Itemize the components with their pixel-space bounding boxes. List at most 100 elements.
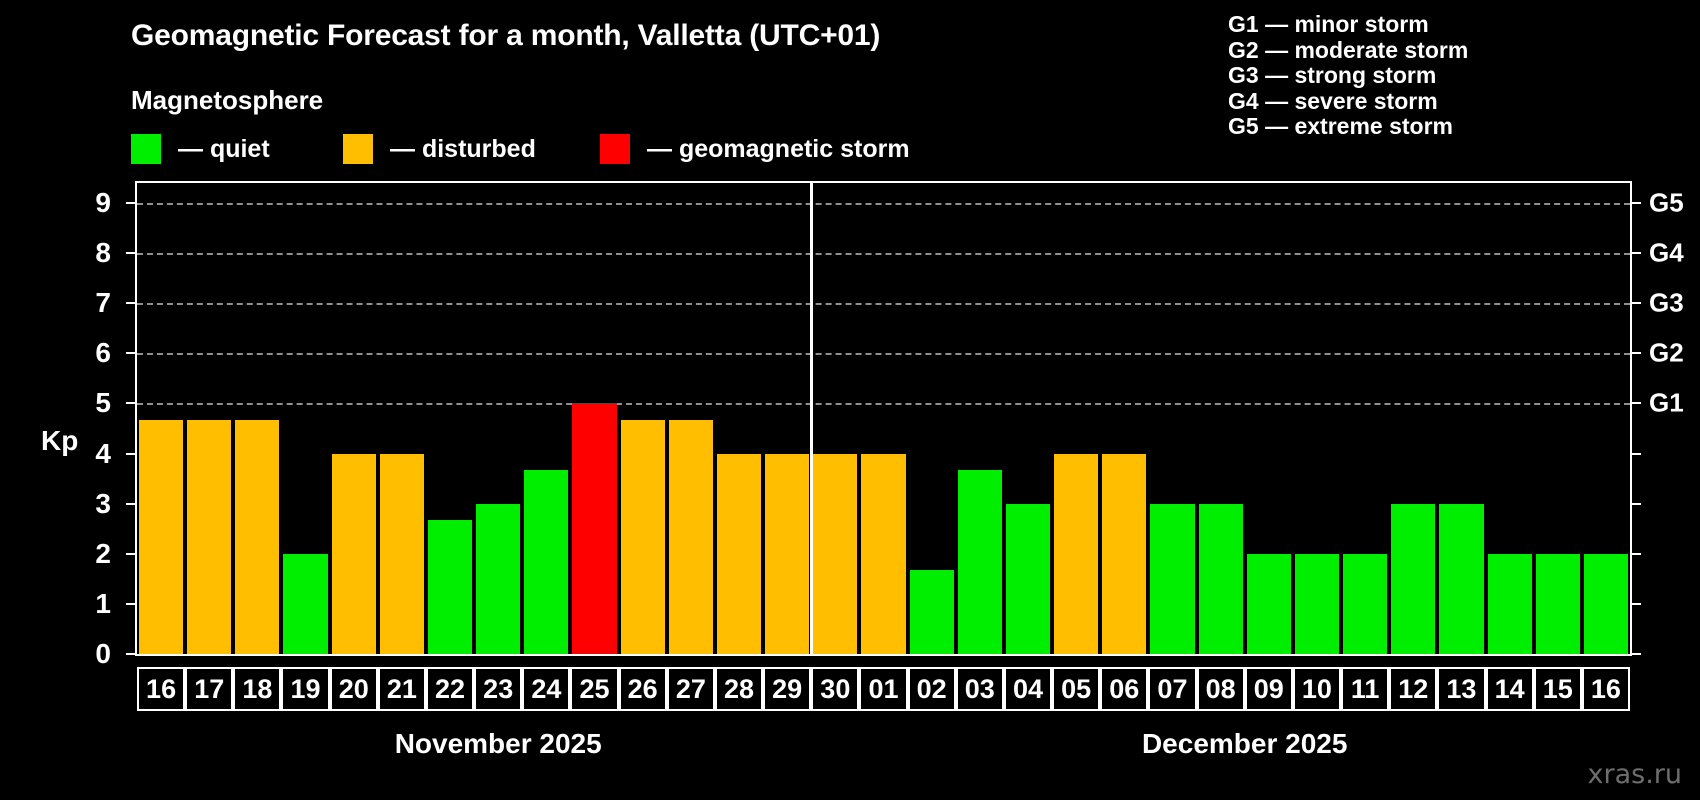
date-cell-december-14: 14: [1485, 667, 1534, 711]
y-tick-label-0: 0: [95, 638, 111, 669]
legend-label-quiet: — quiet: [178, 134, 270, 163]
page-title: Geomagnetic Forecast for a month, Vallet…: [131, 19, 881, 52]
bar-28-disturbed: [716, 453, 762, 654]
date-cell-november-24: 24: [522, 667, 571, 711]
gridline-kp-7: [137, 303, 1630, 306]
date-cell-november-30: 30: [811, 667, 860, 711]
y-tick-mark-7: [126, 302, 135, 305]
date-cell-december-08: 08: [1196, 667, 1245, 711]
bar-27-disturbed: [668, 420, 713, 654]
bar-01-disturbed: [861, 453, 906, 654]
bar-20-disturbed: [331, 453, 376, 654]
g-scale-line-3: G3 — strong storm: [1228, 62, 1437, 88]
right-tick-mark-3: [1632, 502, 1641, 505]
g-scale-legend: G1 — minor storm G2 — moderate storm G3 — …: [1228, 11, 1468, 140]
y-tick-mark-8: [126, 252, 135, 255]
y-tick-label-9: 9: [95, 187, 111, 219]
date-cell-november-28: 28: [714, 667, 764, 711]
month-divider-line: [810, 183, 814, 654]
date-cell-december-15: 15: [1533, 667, 1582, 711]
right-tick-mark-2: [1632, 552, 1641, 555]
bar-17-disturbed: [187, 420, 232, 654]
date-cell-december-16: 16: [1581, 667, 1630, 711]
bar-25-storm: [572, 403, 617, 654]
date-cell-november-27: 27: [666, 667, 715, 711]
right-tick-mark-1: [1632, 602, 1641, 605]
y-tick-label-1: 1: [95, 587, 111, 619]
right-tick-mark-9: [1632, 202, 1641, 205]
legend-item-quiet: — quiet: [131, 134, 270, 164]
date-cell-december-13: 13: [1437, 667, 1486, 711]
right-tick-mark-5: [1632, 402, 1641, 405]
right-tick-mark-6: [1632, 352, 1641, 355]
y-tick-mark-4: [126, 452, 135, 455]
legend-item-storm: — geomagnetic storm: [600, 134, 910, 164]
bar-18-disturbed: [235, 420, 280, 654]
date-cell-december-01: 01: [859, 667, 908, 711]
bar-03-quiet: [957, 470, 1002, 654]
y-tick-label-6: 6: [95, 337, 111, 369]
bar-02-quiet: [909, 570, 954, 654]
y-tick-label-3: 3: [95, 487, 111, 519]
date-cell-november-22: 22: [425, 667, 475, 711]
y-tick-label-2: 2: [95, 537, 111, 569]
y-tick-mark-2: [126, 552, 135, 555]
legend-item-disturbed: — disturbed: [343, 134, 536, 164]
right-tick-label-G3: G3: [1649, 287, 1684, 318]
watermark: xras.ru: [1587, 759, 1683, 790]
legend-swatch-quiet-icon: [131, 134, 161, 164]
month-caption-november: November 2025: [394, 728, 602, 759]
gridline-kp-5: [137, 403, 1630, 406]
date-cell-november-21: 21: [377, 667, 426, 711]
right-tick-mark-4: [1632, 452, 1641, 455]
y-tick-mark-5: [126, 402, 135, 405]
date-cell-december-07: 07: [1148, 667, 1197, 711]
plot-inner: [137, 183, 1630, 654]
date-cell-december-02: 02: [907, 667, 956, 711]
bar-29-disturbed: [765, 453, 810, 654]
date-cell-november-16: 16: [137, 667, 186, 711]
y-tick-mark-1: [126, 602, 135, 605]
date-cell-november-17: 17: [185, 667, 234, 711]
gridline-kp-8: [137, 253, 1630, 256]
legend-label-storm: — geomagnetic storm: [647, 134, 910, 163]
bar-30-disturbed: [813, 453, 858, 654]
y-tick-mark-9: [126, 202, 135, 205]
right-tick-label-G1: G1: [1649, 387, 1684, 418]
g-scale-line-1: G1 — minor storm: [1228, 11, 1429, 37]
date-cell-november-26: 26: [618, 667, 667, 711]
legend-swatch-storm-icon: [600, 134, 630, 164]
date-cell-november-19: 19: [281, 667, 330, 711]
right-tick-mark-8: [1632, 252, 1641, 255]
right-tick-label-G5: G5: [1649, 187, 1684, 218]
y-tick-label-7: 7: [95, 287, 111, 319]
bar-04-quiet: [1005, 503, 1051, 654]
legend-heading: Magnetosphere: [131, 85, 324, 115]
y-tick-label-4: 4: [95, 437, 111, 469]
g-scale-line-5: G5 — extreme storm: [1228, 113, 1453, 139]
date-cell-november-29: 29: [763, 667, 812, 711]
right-tick-mark-0: [1632, 653, 1641, 655]
bar-23-quiet: [476, 503, 521, 654]
bar-22-quiet: [427, 520, 473, 654]
bar-06-disturbed: [1102, 453, 1147, 654]
y-tick-mark-6: [126, 352, 135, 355]
bar-26-disturbed: [620, 420, 665, 654]
y-tick-label-8: 8: [95, 237, 111, 269]
bar-14-quiet: [1487, 553, 1532, 654]
bar-07-quiet: [1150, 503, 1195, 654]
bar-16-quiet: [1583, 553, 1628, 654]
date-cell-november-23: 23: [474, 667, 523, 711]
date-cell-december-04: 04: [1003, 667, 1053, 711]
date-cell-november-20: 20: [329, 667, 378, 711]
bar-09-quiet: [1246, 553, 1291, 654]
date-cell-december-10: 10: [1292, 667, 1342, 711]
bar-13-quiet: [1439, 503, 1484, 654]
bar-24-quiet: [524, 470, 569, 654]
y-tick-mark-0: [126, 653, 135, 655]
y-axis-label: Kp: [41, 425, 79, 456]
g-scale-line-4: G4 — severe storm: [1228, 87, 1438, 114]
date-cell-december-05: 05: [1052, 667, 1101, 711]
date-cell-november-25: 25: [570, 667, 619, 711]
